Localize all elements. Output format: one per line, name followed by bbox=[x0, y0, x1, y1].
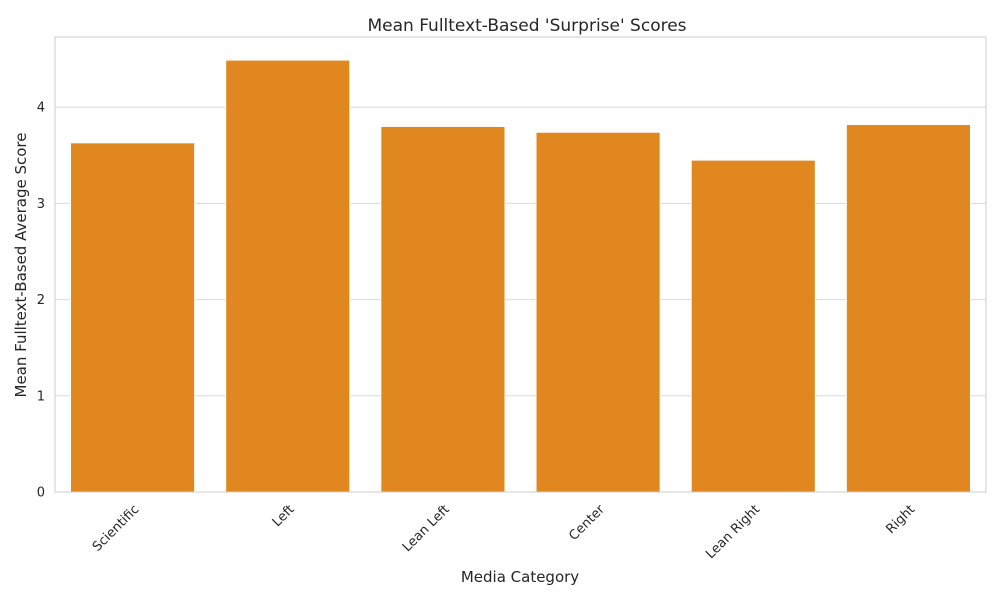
y-tick-label: 2 bbox=[37, 293, 45, 308]
bars bbox=[70, 59, 971, 493]
bar-scientific bbox=[70, 142, 196, 493]
bar-left bbox=[225, 59, 351, 493]
x-tick-label: Lean Left bbox=[400, 502, 453, 555]
y-tick-label: 3 bbox=[37, 197, 45, 212]
bar-lean-right bbox=[690, 159, 816, 493]
x-tick-label: Lean Right bbox=[703, 502, 763, 562]
y-axis-label: Mean Fulltext-Based Average Score bbox=[12, 133, 30, 398]
bar-center bbox=[535, 131, 661, 493]
bar-lean-left bbox=[380, 125, 506, 493]
y-tick-labels: 0 1 2 3 4 bbox=[37, 101, 45, 501]
x-tick-label: Center bbox=[566, 502, 608, 544]
y-tick-label: 0 bbox=[37, 486, 45, 501]
y-tick-label: 4 bbox=[37, 101, 45, 116]
x-tick-label: Scientific bbox=[90, 502, 143, 555]
plot-frame bbox=[54, 36, 987, 493]
x-tick-labels: Scientific Left Lean Left Center Lean Right R… bbox=[90, 502, 918, 562]
x-tick-label: Right bbox=[883, 502, 918, 537]
chart-title: Mean Fulltext-Based 'Surprise' Scores bbox=[367, 16, 686, 36]
bar-right bbox=[845, 124, 971, 493]
y-tick-label: 1 bbox=[37, 389, 45, 404]
x-axis-label: Media Category bbox=[461, 568, 579, 586]
x-tick-label: Left bbox=[270, 502, 298, 530]
